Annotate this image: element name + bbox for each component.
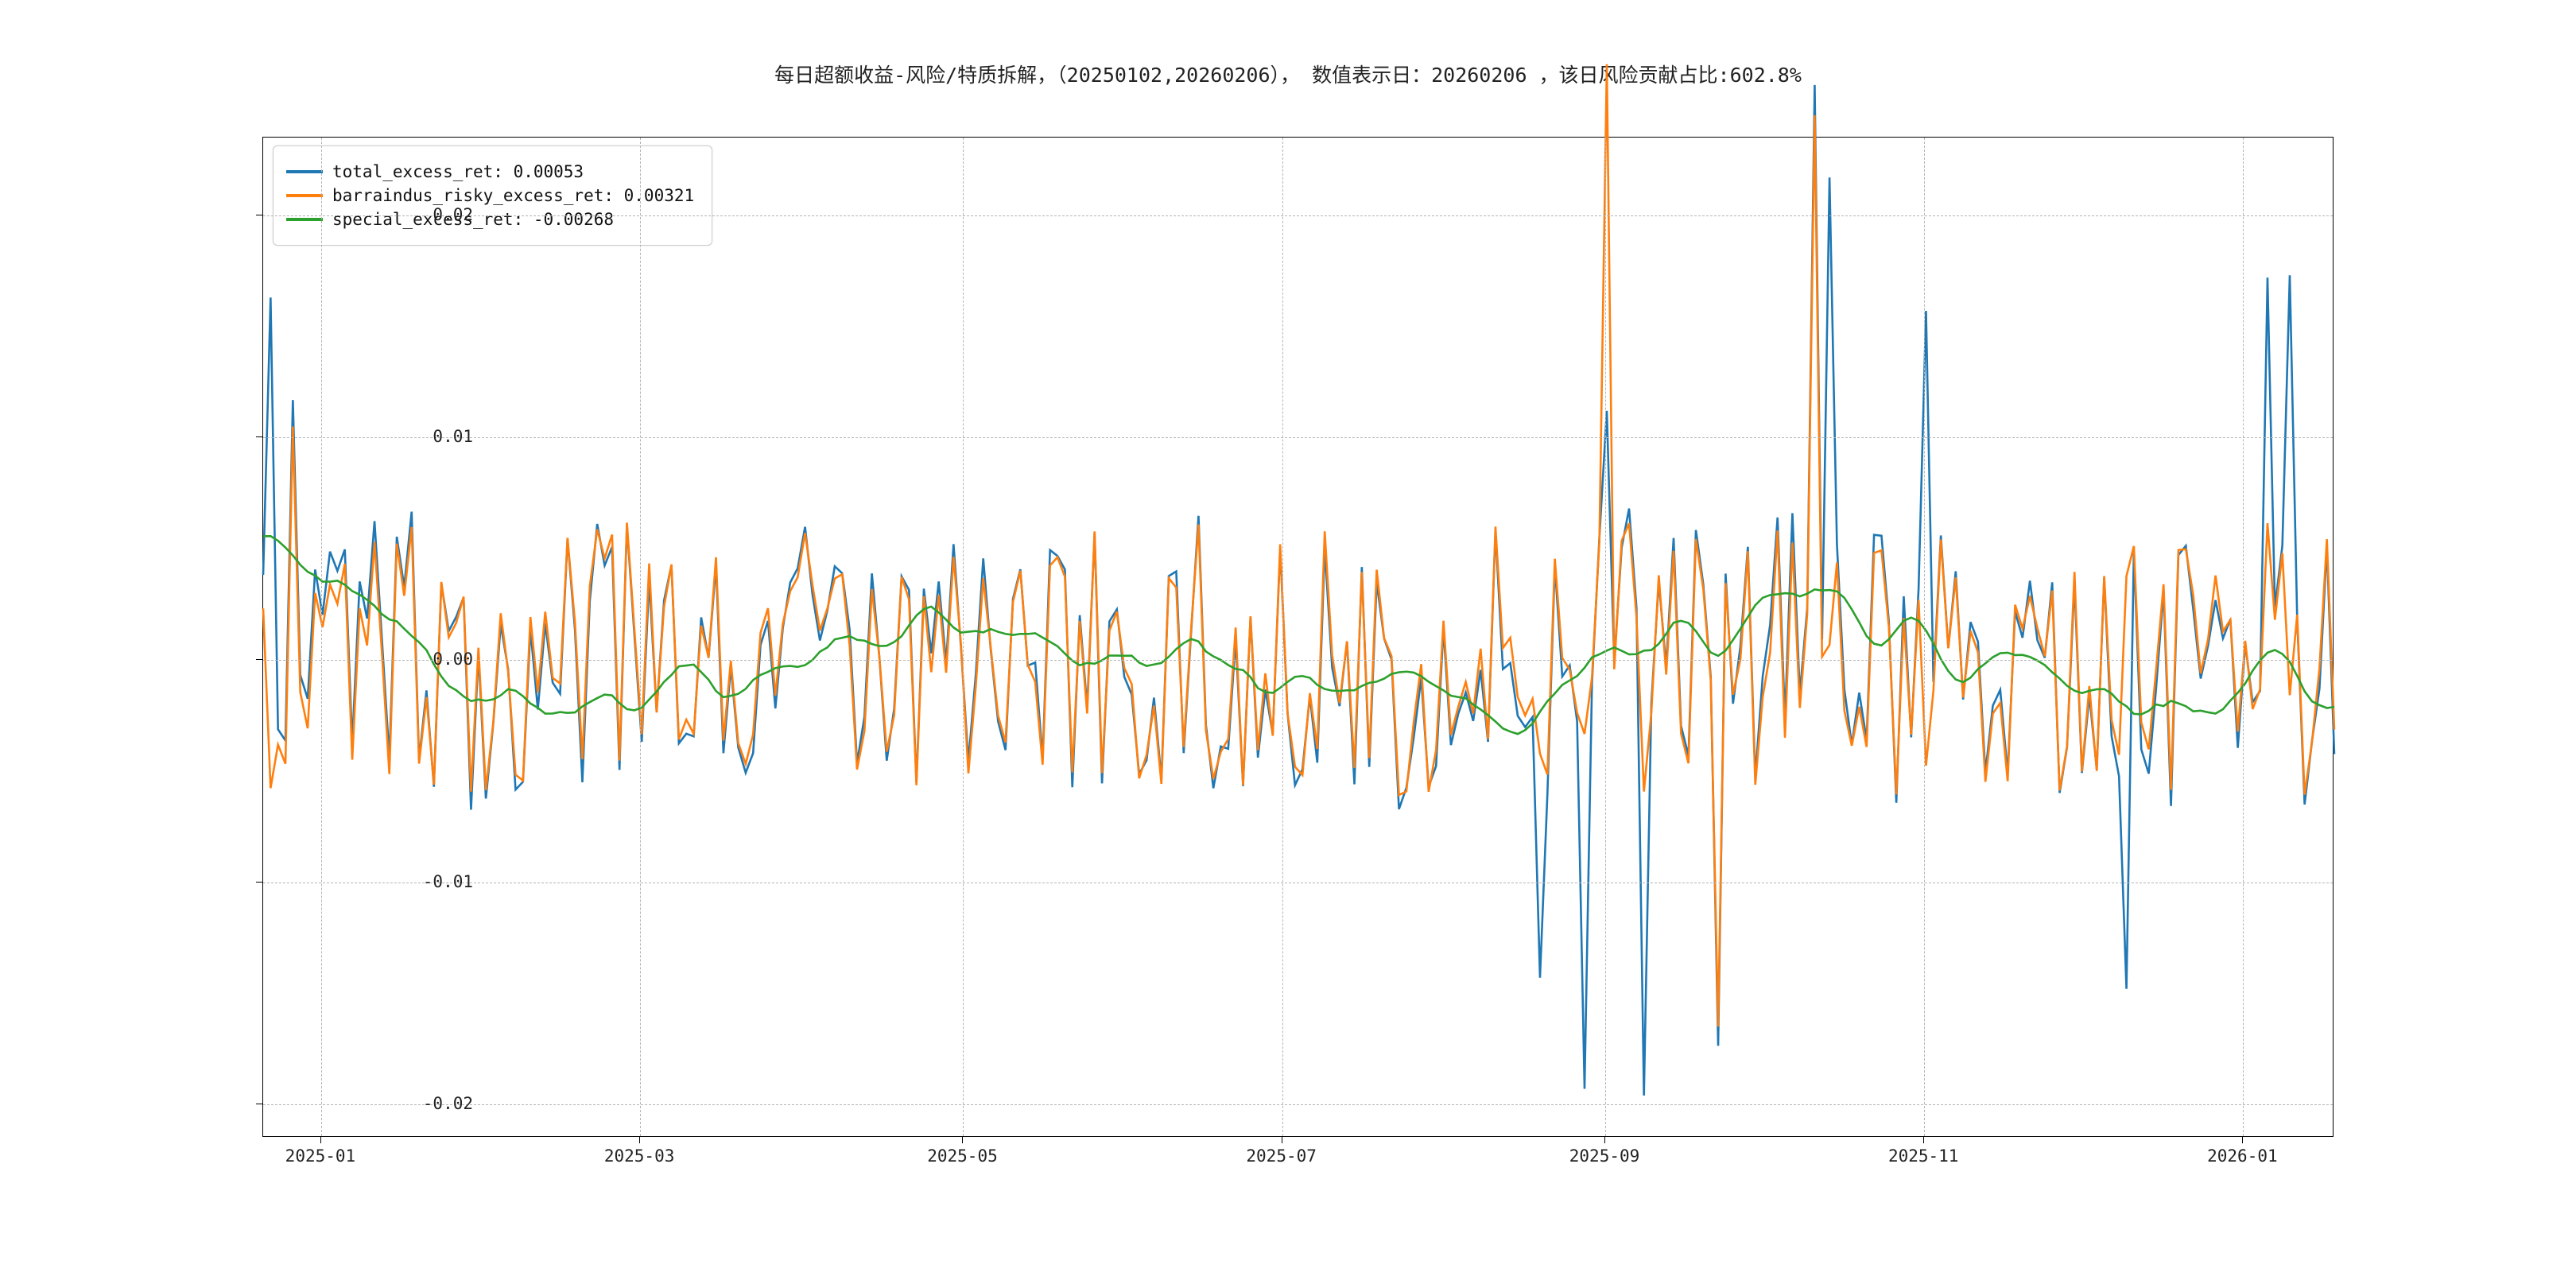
x-tick-mark-6 xyxy=(2242,1137,2243,1143)
y-tick-mark-3 xyxy=(256,436,262,437)
y-gridline-3 xyxy=(263,437,2333,438)
x-gridline-0 xyxy=(321,138,322,1136)
legend-item-total[interactable]: total_excess_ret: 0.00053 xyxy=(286,162,694,181)
y-tick-label-0: -0.02 xyxy=(402,1094,473,1113)
plot-area: total_excess_ret: 0.00053 barraindus_ris… xyxy=(262,137,2334,1137)
legend-item-barra[interactable]: barraindus_risky_excess_ret: 0.00321 xyxy=(286,186,694,205)
x-gridline-1 xyxy=(640,138,641,1136)
y-tick-label-2: 0.00 xyxy=(402,650,473,669)
legend-label-total: total_excess_ret: 0.00053 xyxy=(332,162,584,181)
legend-label-special: special_excess_ret: -0.00268 xyxy=(332,210,614,229)
x-tick-mark-1 xyxy=(639,1137,640,1143)
x-tick-label-6: 2026-01 xyxy=(2207,1146,2278,1166)
x-gridline-2 xyxy=(963,138,964,1136)
legend-box[interactable]: total_excess_ret: 0.00053 barraindus_ris… xyxy=(273,145,712,246)
y-tick-mark-2 xyxy=(256,659,262,660)
x-tick-mark-5 xyxy=(1923,1137,1924,1143)
x-gridline-3 xyxy=(1282,138,1283,1136)
x-tick-label-1: 2025-03 xyxy=(604,1146,675,1166)
x-tick-label-3: 2025-07 xyxy=(1246,1146,1317,1166)
y-gridline-0 xyxy=(263,1104,2333,1105)
legend-swatch-total xyxy=(286,170,323,173)
y-gridline-4 xyxy=(263,215,2333,216)
series-svg xyxy=(263,138,2334,1138)
x-gridline-4 xyxy=(1605,138,1606,1136)
x-tick-label-2: 2025-05 xyxy=(927,1146,998,1166)
legend-swatch-barra xyxy=(286,194,323,197)
y-tick-label-4: 0.02 xyxy=(402,205,473,224)
chart-title: 每日超额收益-风险/特质拆解，（20250102,20260206）， 数值表示… xyxy=(0,60,2576,88)
legend-swatch-special xyxy=(286,218,323,221)
x-tick-label-4: 2025-09 xyxy=(1569,1146,1640,1166)
chart-root: 每日超额收益-风险/特质拆解，（20250102,20260206）， 数值表示… xyxy=(0,0,2576,1288)
x-tick-label-5: 2025-11 xyxy=(1888,1146,1959,1166)
x-gridline-6 xyxy=(2243,138,2244,1136)
x-tick-mark-0 xyxy=(320,1137,321,1143)
x-gridline-5 xyxy=(1924,138,1925,1136)
legend-item-special[interactable]: special_excess_ret: -0.00268 xyxy=(286,210,694,229)
y-tick-mark-1 xyxy=(256,882,262,883)
x-tick-label-0: 2025-01 xyxy=(285,1146,356,1166)
x-tick-mark-4 xyxy=(1604,1137,1605,1143)
y-tick-label-3: 0.01 xyxy=(402,427,473,446)
y-gridline-2 xyxy=(263,660,2333,661)
y-tick-label-1: -0.01 xyxy=(402,872,473,891)
x-tick-mark-2 xyxy=(962,1137,963,1143)
